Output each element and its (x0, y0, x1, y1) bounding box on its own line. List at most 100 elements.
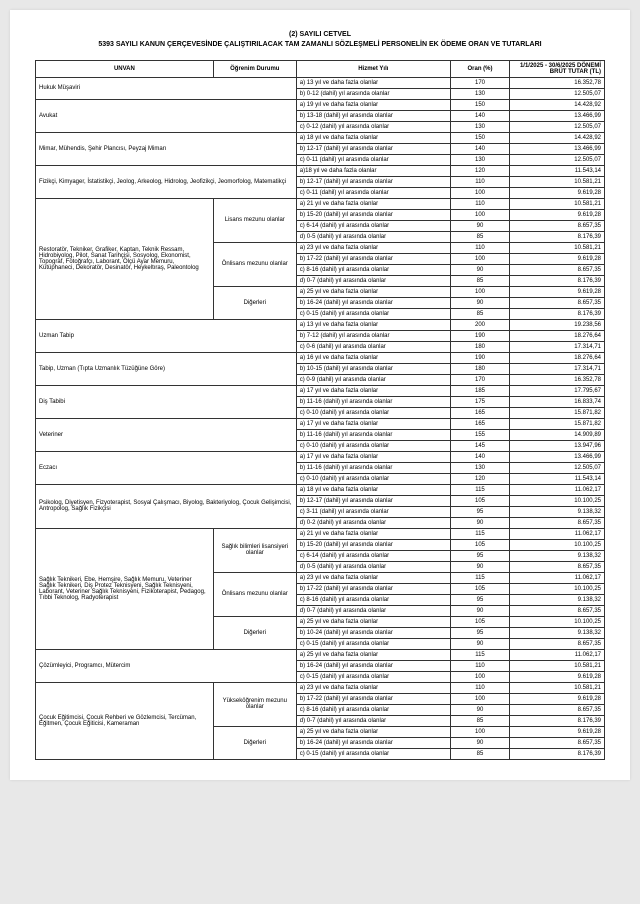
hizmet-cell: a) 18 yıl ve daha fazla olanlar (296, 132, 450, 143)
oran-cell: 100 (450, 187, 509, 198)
hizmet-cell: c) 0-15 (dahil) yıl arasında olanlar (296, 308, 450, 319)
table-row: Eczacıa) 17 yıl ve daha fazla olanlar140… (36, 451, 605, 462)
table-row: Uzman Tabipa) 13 yıl ve daha fazla olanl… (36, 319, 605, 330)
tutar-cell: 8.657,35 (510, 264, 605, 275)
tutar-cell: 9.619,28 (510, 726, 605, 737)
tutar-cell: 13.466,99 (510, 451, 605, 462)
tutar-cell: 8.176,39 (510, 715, 605, 726)
hizmet-cell: c) 0-9 (dahil) yıl arasında olanlar (296, 374, 450, 385)
tutar-cell: 12.505,07 (510, 462, 605, 473)
oran-cell: 190 (450, 352, 509, 363)
oran-cell: 170 (450, 77, 509, 88)
unvan-cell: Eczacı (36, 451, 297, 484)
tutar-cell: 18.276,64 (510, 352, 605, 363)
oran-cell: 110 (450, 176, 509, 187)
unvan-cell: Sağlık Teknikeri, Ebe, Hemşire, Sağlık M… (36, 528, 214, 649)
oran-cell: 140 (450, 451, 509, 462)
hizmet-cell: a) 21 yıl ve daha fazla olanlar (296, 528, 450, 539)
oran-cell: 85 (450, 275, 509, 286)
tutar-cell: 9.138,32 (510, 594, 605, 605)
tutar-cell: 8.657,35 (510, 220, 605, 231)
hizmet-cell: c) 0-6 (dahil) yıl arasında olanlar (296, 341, 450, 352)
unvan-cell: Psikolog, Diyetisyen, Fizyoterapist, Sos… (36, 484, 297, 528)
table-header: (2) SAYILI CETVEL 5393 SAYILI KANUN ÇERÇ… (35, 30, 605, 50)
tutar-cell: 13.947,96 (510, 440, 605, 451)
tutar-cell: 19.238,56 (510, 319, 605, 330)
hizmet-cell: b) 0-12 (dahil) yıl arasında olanlar (296, 88, 450, 99)
oran-cell: 140 (450, 143, 509, 154)
hizmet-cell: a) 23 yıl ve daha fazla olanlar (296, 682, 450, 693)
oran-cell: 90 (450, 605, 509, 616)
tutar-cell: 11.062,17 (510, 528, 605, 539)
tutar-cell: 10.100,25 (510, 539, 605, 550)
oran-cell: 100 (450, 209, 509, 220)
unvan-cell: Tabip, Uzman (Tıpta Uzmanlık Tüzüğüne Gö… (36, 352, 297, 385)
hizmet-cell: a) 13 yıl ve daha fazla olanlar (296, 319, 450, 330)
hizmet-cell: b) 15-20 (dahil) yıl arasında olanlar (296, 539, 450, 550)
oran-cell: 120 (450, 165, 509, 176)
hizmet-cell: a) 13 yıl ve daha fazla olanlar (296, 77, 450, 88)
oran-cell: 175 (450, 396, 509, 407)
hizmet-cell: a) 19 yıl ve daha fazla olanlar (296, 99, 450, 110)
ogrenim-cell: Sağlık bilimleri lisansiyeri olanlar (213, 528, 296, 572)
tutar-cell: 13.466,99 (510, 143, 605, 154)
tutar-cell: 17.314,71 (510, 363, 605, 374)
hizmet-cell: c) 0-15 (dahil) yıl arasında olanlar (296, 671, 450, 682)
tutar-cell: 11.062,17 (510, 484, 605, 495)
hizmet-cell: d) 0-2 (dahil) yıl arasında olanlar (296, 517, 450, 528)
tutar-cell: 8.657,35 (510, 297, 605, 308)
hizmet-cell: a) 16 yıl ve daha fazla olanlar (296, 352, 450, 363)
tutar-cell: 10.581,21 (510, 242, 605, 253)
table-row: Sağlık Teknikeri, Ebe, Hemşire, Sağlık M… (36, 528, 605, 539)
oran-cell: 130 (450, 88, 509, 99)
tutar-cell: 11.062,17 (510, 572, 605, 583)
hizmet-cell: a) 17 yıl ve daha fazla olanlar (296, 385, 450, 396)
tutar-cell: 14.428,92 (510, 99, 605, 110)
oran-cell: 100 (450, 671, 509, 682)
hizmet-cell: b) 10-24 (dahil) yıl arasında olanlar (296, 627, 450, 638)
hizmet-cell: b) 13-18 (dahil) yıl arasında olanlar (296, 110, 450, 121)
hizmet-cell: d) 0-7 (dahil) yıl arasında olanlar (296, 605, 450, 616)
unvan-cell: Uzman Tabip (36, 319, 297, 352)
hizmet-cell: a) 18 yıl ve daha fazla olanlar (296, 484, 450, 495)
col-hizmet: Hizmet Yılı (296, 60, 450, 77)
oran-cell: 105 (450, 495, 509, 506)
tutar-cell: 8.176,39 (510, 231, 605, 242)
hizmet-cell: b) 10-15 (dahil) yıl arasında olanlar (296, 363, 450, 374)
oran-cell: 115 (450, 572, 509, 583)
tutar-cell: 12.505,07 (510, 154, 605, 165)
hizmet-cell: c) 0-11 (dahil) yıl arasında olanlar (296, 154, 450, 165)
oran-cell: 100 (450, 286, 509, 297)
tutar-cell: 12.505,07 (510, 121, 605, 132)
oran-cell: 100 (450, 726, 509, 737)
hizmet-cell: d) 0-7 (dahil) yıl arasında olanlar (296, 715, 450, 726)
hizmet-cell: a) 25 yıl ve daha fazla olanlar (296, 649, 450, 660)
hizmet-cell: d) 0-5 (dahil) yıl arasında olanlar (296, 231, 450, 242)
tutar-cell: 17.795,67 (510, 385, 605, 396)
oran-cell: 170 (450, 374, 509, 385)
oran-cell: 85 (450, 231, 509, 242)
tutar-cell: 8.176,39 (510, 308, 605, 319)
oran-cell: 95 (450, 594, 509, 605)
col-oran: Oran (%) (450, 60, 509, 77)
tutar-cell: 8.657,35 (510, 704, 605, 715)
oran-cell: 90 (450, 220, 509, 231)
oran-cell: 110 (450, 682, 509, 693)
oran-cell: 190 (450, 330, 509, 341)
tutar-cell: 14.428,92 (510, 132, 605, 143)
oran-cell: 110 (450, 242, 509, 253)
tutar-cell: 9.138,32 (510, 627, 605, 638)
tutar-cell: 9.619,28 (510, 671, 605, 682)
tutar-cell: 9.138,32 (510, 506, 605, 517)
oran-cell: 90 (450, 704, 509, 715)
oran-cell: 105 (450, 616, 509, 627)
oran-cell: 85 (450, 748, 509, 759)
hizmet-cell: b) 15-20 (dahil) yıl arasında olanlar (296, 209, 450, 220)
hizmet-cell: b) 12-17 (dahil) yıl arasında olanlar (296, 143, 450, 154)
hizmet-cell: b) 16-24 (dahil) yıl arasında olanlar (296, 660, 450, 671)
unvan-cell: Mimar, Mühendis, Şehir Plancısı, Peyzaj … (36, 132, 297, 165)
tutar-cell: 12.505,07 (510, 88, 605, 99)
tutar-cell: 10.581,21 (510, 198, 605, 209)
tutar-cell: 9.138,32 (510, 550, 605, 561)
oran-cell: 100 (450, 693, 509, 704)
